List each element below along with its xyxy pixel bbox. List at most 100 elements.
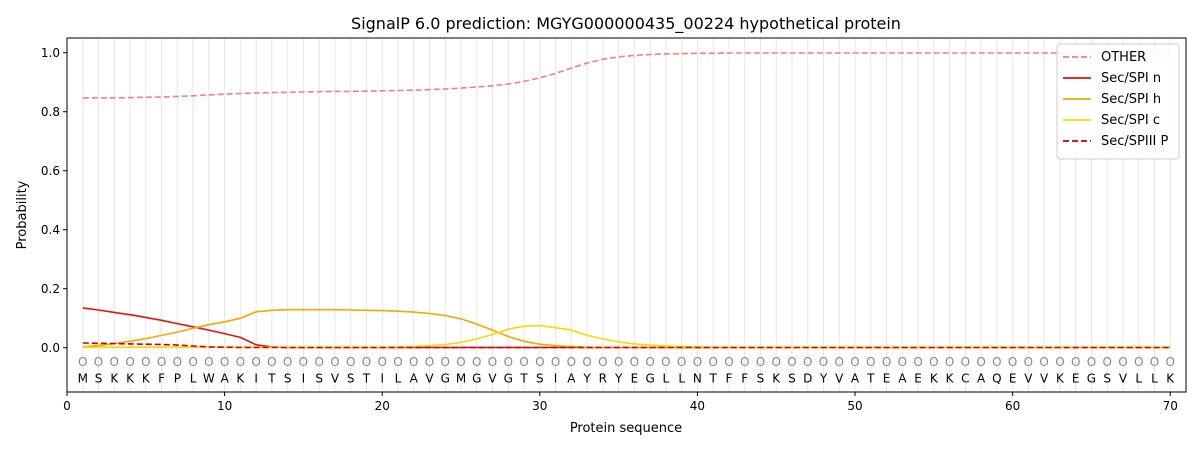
residue-label: V	[835, 371, 844, 385]
region-marker: O	[157, 355, 166, 369]
legend-label: Sec/SPIII P	[1101, 134, 1169, 149]
residue-label: K	[236, 371, 245, 385]
region-marker: O	[819, 355, 828, 369]
region-marker: O	[314, 355, 323, 369]
legend-label: OTHER	[1101, 50, 1146, 65]
region-marker: O	[567, 355, 576, 369]
plot-frame	[66, 37, 1187, 393]
region-marker: O	[141, 355, 150, 369]
legend-label: Sec/SPI h	[1101, 92, 1161, 107]
region-marker: O	[724, 355, 733, 369]
residue-label: E	[1072, 371, 1080, 385]
region-marker: O	[377, 355, 386, 369]
region-marker: O	[1150, 355, 1159, 369]
region-marker: O	[441, 355, 450, 369]
x-tick-label: 30	[532, 399, 547, 413]
residue-label: K	[946, 371, 955, 385]
region-marker: O	[614, 355, 623, 369]
residue-label: S	[757, 371, 765, 385]
y-tick-label: 0.4	[41, 223, 60, 237]
region-marker: O	[472, 355, 481, 369]
legend-box	[1056, 43, 1180, 160]
residue-label: L	[663, 371, 670, 385]
residue-label: L	[190, 371, 197, 385]
x-tick-label: 0	[63, 399, 71, 413]
region-marker: O	[283, 355, 292, 369]
residue-label: D	[803, 371, 812, 385]
residue-label: L	[1151, 371, 1158, 385]
series-line-1	[82, 307, 1171, 349]
residue-label: S	[347, 371, 355, 385]
legend-label: Sec/SPI n	[1101, 71, 1161, 86]
series-line-0	[82, 52, 1171, 99]
region-marker: O	[598, 355, 607, 369]
residue-label: M	[456, 371, 466, 385]
residue-label: K	[772, 371, 781, 385]
residue-label: A	[898, 371, 907, 385]
region-marker: O	[756, 355, 765, 369]
region-marker: O	[992, 355, 1001, 369]
region-marker: O	[771, 355, 780, 369]
legend: OTHER Sec/SPI n Sec/SPI h Sec/SPI c Sec/SPII…	[1056, 43, 1180, 160]
region-marker: O	[1039, 355, 1048, 369]
residue-label: S	[95, 371, 103, 385]
region-marker: O	[787, 355, 796, 369]
residue-label: F	[158, 371, 165, 385]
series-line-4	[82, 342, 1171, 349]
residue-label: S	[284, 371, 292, 385]
residue-label: V	[331, 371, 340, 385]
residue-label: I	[380, 371, 384, 385]
x-axis: 0 10 20 30 40 50 60 70	[63, 392, 1178, 413]
residue-label: V	[1040, 371, 1049, 385]
region-marker: O	[425, 355, 434, 369]
region-marker: O	[346, 355, 355, 369]
region-marker: O	[1087, 355, 1096, 369]
region-marker: O	[393, 355, 402, 369]
region-marker: O	[850, 355, 859, 369]
residue-label: G	[1087, 371, 1096, 385]
sequence-layer: OMOSOKOKOKOFOPOLOWOAOKOIOTOSOIOSOVOSOTOI…	[78, 355, 1176, 385]
region-marker: O	[299, 355, 308, 369]
residue-label: L	[1135, 371, 1142, 385]
residue-label: A	[567, 371, 576, 385]
residue-label: G	[441, 371, 450, 385]
region-marker: O	[945, 355, 954, 369]
residue-label: V	[488, 371, 497, 385]
residue-label: K	[142, 371, 151, 385]
residue-label: S	[315, 371, 323, 385]
residue-label: S	[536, 371, 544, 385]
residue-label: C	[961, 371, 969, 385]
residue-label: K	[1056, 371, 1065, 385]
residue-label: A	[410, 371, 419, 385]
region-marker: O	[94, 355, 103, 369]
series-layer	[82, 52, 1171, 349]
series-line-2	[82, 308, 1171, 349]
residue-label: T	[362, 371, 371, 385]
region-marker: O	[1024, 355, 1033, 369]
y-tick-label: 0.0	[41, 341, 60, 355]
region-marker: O	[488, 355, 497, 369]
residue-label: V	[1024, 371, 1033, 385]
residue-label: W	[203, 371, 215, 385]
residue-label: F	[741, 371, 748, 385]
residue-label: V	[425, 371, 434, 385]
region-marker: O	[882, 355, 891, 369]
x-tick-label: 20	[375, 399, 390, 413]
x-tick-label: 10	[217, 399, 232, 413]
residue-label: E	[883, 371, 891, 385]
region-marker: O	[236, 355, 245, 369]
region-marker: O	[251, 355, 260, 369]
region-marker: O	[456, 355, 465, 369]
x-tick-label: 70	[1163, 399, 1178, 413]
region-marker: O	[677, 355, 686, 369]
region-marker: O	[803, 355, 812, 369]
region-marker: O	[78, 355, 87, 369]
region-marker: O	[362, 355, 371, 369]
x-tick-label: 60	[1005, 399, 1020, 413]
y-tick-label: 0.6	[41, 164, 60, 178]
residue-label: F	[725, 371, 732, 385]
residue-label: K	[126, 371, 135, 385]
region-marker: O	[204, 355, 213, 369]
residue-label: S	[788, 371, 796, 385]
